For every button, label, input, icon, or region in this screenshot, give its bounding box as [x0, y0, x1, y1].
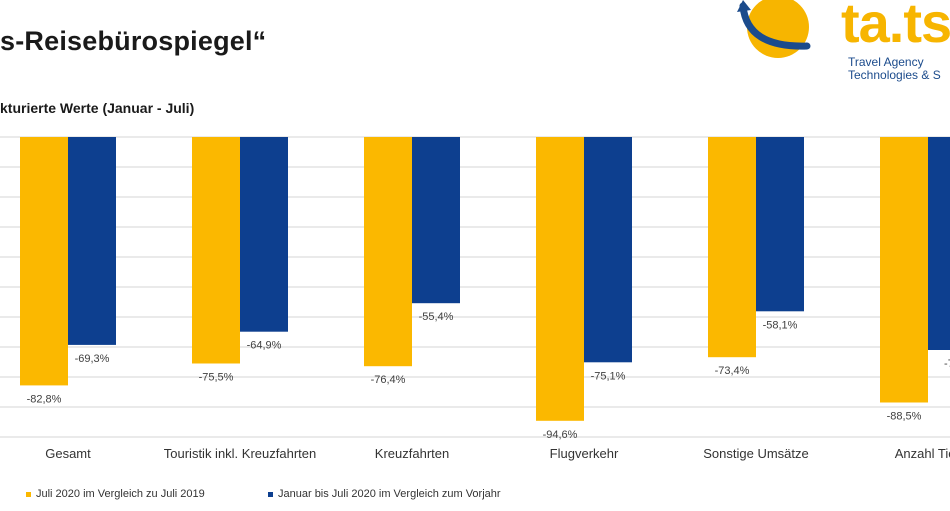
bar	[756, 137, 804, 312]
data-label: -64,9%	[247, 340, 282, 352]
bar	[240, 137, 288, 332]
category-label: Sonstige Umsätze	[703, 446, 809, 461]
legend-item-series-1: Juli 2020 im Vergleich zu Juli 2019	[26, 488, 205, 500]
data-label: -69,3%	[75, 353, 110, 365]
data-label: -94,6%	[543, 429, 578, 441]
bar	[536, 137, 584, 421]
legend-swatch-orange	[26, 491, 31, 497]
data-label: -73,4%	[715, 365, 750, 377]
logo-tagline-line-1: Travel Agency	[848, 55, 924, 69]
bar	[928, 137, 950, 350]
data-label: -88,5%	[887, 411, 922, 423]
bar	[412, 137, 460, 304]
data-label: -55,4%	[419, 311, 454, 323]
legend-item-series-2: Januar bis Juli 2020 im Vergleich zum Vo…	[268, 488, 501, 500]
logo-tagline-line-2: Technologies & S	[848, 68, 941, 82]
bar	[364, 137, 412, 367]
category-label: Kreuzfahrten	[375, 446, 449, 461]
chart-title: s-Reisebürospiegel“	[0, 26, 267, 56]
bar	[192, 137, 240, 364]
category-label: Anzahl Tick	[895, 446, 950, 461]
globe-swoosh-icon	[737, 0, 811, 58]
legend-label-series-2: Januar bis Juli 2020 im Vergleich zum Vo…	[278, 488, 501, 500]
data-label: -75,1%	[591, 370, 626, 382]
logo-tagline: Travel Agency Technologies & S	[848, 56, 941, 82]
legend-swatch-blue	[268, 491, 273, 497]
category-label: Touristik inkl. Kreuzfahrten	[164, 446, 316, 461]
legend-label-series-1: Juli 2020 im Vergleich zu Juli 2019	[36, 488, 205, 500]
bar	[20, 137, 68, 386]
data-label: -76,4%	[371, 374, 406, 386]
tats-logo: ta.ts Travel Agency Technologies & S	[735, 0, 950, 95]
data-label: -58,1%	[763, 319, 798, 331]
category-label: Gesamt	[45, 446, 91, 461]
data-label: -82,8%	[27, 393, 62, 405]
data-label: -71	[944, 358, 950, 370]
category-label: Flugverkehr	[550, 446, 619, 461]
chart-subtitle: kturierte Werte (Januar - Juli)	[0, 100, 195, 116]
bar	[880, 137, 928, 403]
bar	[584, 137, 632, 363]
logo-wordmark: ta.ts	[841, 0, 950, 54]
data-label: -75,5%	[199, 372, 234, 384]
bar	[708, 137, 756, 358]
bar	[68, 137, 116, 345]
